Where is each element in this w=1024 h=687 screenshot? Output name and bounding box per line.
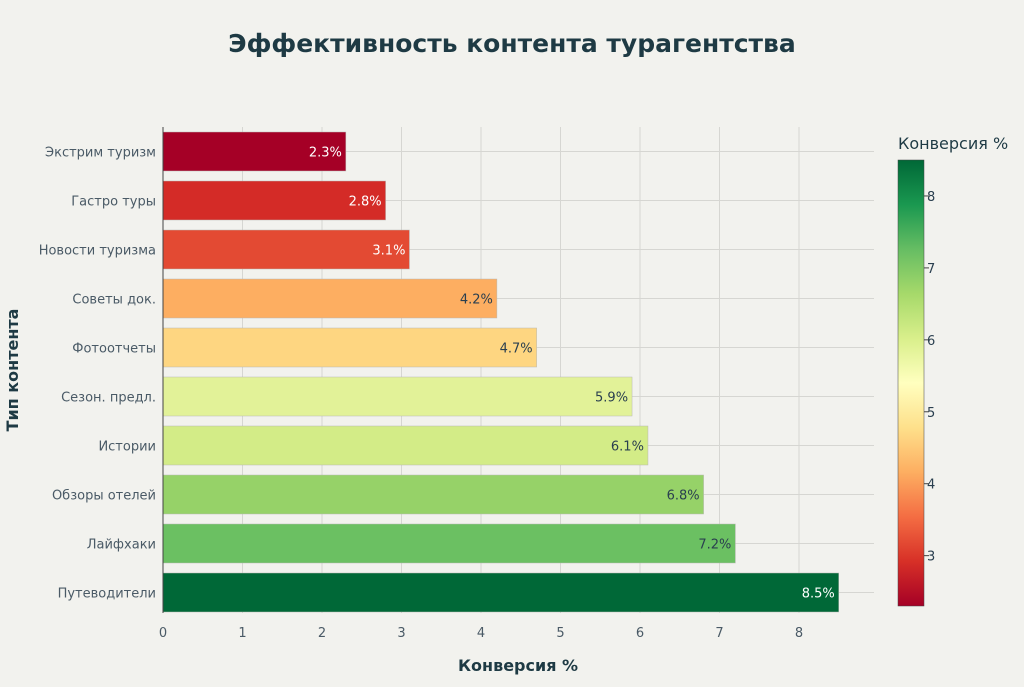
data-label: 6.1% — [611, 440, 644, 455]
data-label: 6.8% — [667, 489, 700, 504]
y-tick-label: Путеводители — [58, 587, 156, 602]
x-tick-label: 0 — [159, 626, 167, 641]
colorbar-tick-label: 6 — [927, 334, 935, 349]
bar — [162, 425, 649, 466]
x-tick-labels: 0 1 2 3 4 5 6 7 8 — [159, 626, 803, 641]
y-tick-label: Истории — [98, 440, 156, 455]
data-label: 4.2% — [460, 293, 493, 308]
data-label: 3.1% — [372, 244, 405, 259]
data-label: 2.8% — [349, 195, 382, 210]
x-tick-label: 7 — [715, 626, 723, 641]
y-tick-label: Гастро туры — [71, 195, 156, 210]
colorbar-ticks: 3 4 5 6 7 8 — [924, 190, 935, 565]
y-tick-label: Лайфхаки — [87, 538, 156, 553]
bar — [162, 376, 633, 417]
x-tick-label: 2 — [318, 626, 326, 641]
chart-title: Эффективность контента турагентства — [228, 29, 796, 58]
bars-group: 2.3% 2.8% 3.1% 4.2% 4.7% 5.9% 6.1% 6.8% 7.2% 8.5% — [162, 131, 839, 613]
colorbar-tick-label: 8 — [927, 190, 935, 205]
data-label: 4.7% — [500, 342, 533, 357]
bar — [162, 474, 704, 515]
x-tick-label: 4 — [477, 626, 485, 641]
colorbar-tick-label: 7 — [927, 262, 935, 277]
y-tick-label: Новости туризма — [39, 244, 156, 259]
x-axis-title: Конверсия % — [458, 656, 578, 675]
bar — [162, 327, 537, 368]
y-tick-label: Фотоотчеты — [72, 342, 156, 357]
colorbar-tick-label: 4 — [927, 478, 935, 493]
colorbar-tick-label: 3 — [927, 550, 935, 565]
bar — [162, 131, 347, 172]
data-label: 7.2% — [698, 538, 731, 553]
bar — [162, 180, 386, 221]
x-tick-label: 1 — [238, 626, 246, 641]
colorbar-gradient — [897, 159, 925, 607]
x-tick-label: 6 — [636, 626, 644, 641]
y-axis-title: Тип контента — [3, 309, 22, 432]
x-tick-label: 3 — [397, 626, 405, 641]
colorbar: Конверсия % 3 4 5 6 7 8 — [897, 134, 1008, 607]
x-tick-label: 5 — [556, 626, 564, 641]
y-tick-labels: Экстрим туризм Гастро туры Новости туризма… — [39, 146, 156, 602]
colorbar-tick-label: 5 — [927, 406, 935, 421]
y-tick-label: Советы док. — [72, 293, 156, 308]
y-tick-label: Экстрим туризм — [45, 146, 156, 161]
bar — [162, 229, 410, 270]
colorbar-title: Конверсия % — [898, 134, 1008, 153]
data-label: 2.3% — [309, 146, 342, 161]
bar — [162, 572, 839, 613]
data-label: 8.5% — [802, 587, 835, 602]
y-tick-label: Сезон. предл. — [61, 391, 156, 406]
x-tick-label: 8 — [795, 626, 803, 641]
bar — [162, 523, 736, 564]
data-label: 5.9% — [595, 391, 628, 406]
bar — [162, 278, 498, 319]
y-tick-label: Обзоры отелей — [52, 489, 156, 504]
